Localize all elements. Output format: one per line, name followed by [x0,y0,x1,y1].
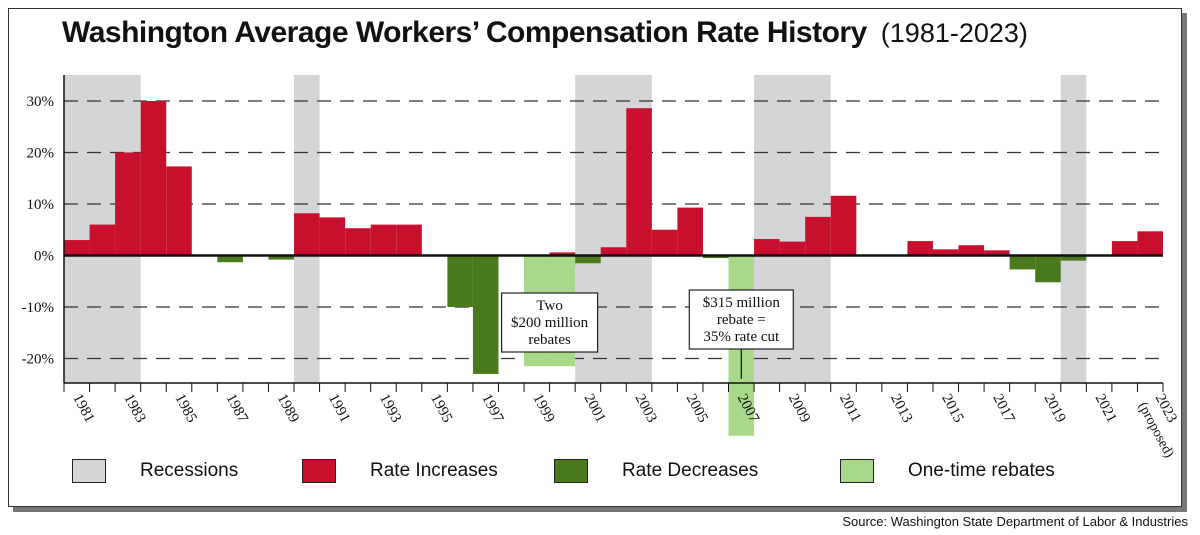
y-tick-labels: 30% 20% 10% 0% -10% -20% [22,94,55,368]
bar-rate-increases-1992 [345,228,371,256]
source-note: Source: Washington State Department of L… [842,514,1188,529]
bar-rate-decreases-1987 [217,255,243,263]
legend-label-recession: Recessions [140,460,239,481]
x-tick-label-2011: 2011 [836,391,864,425]
annotation-rebate-2007-line: 35% rate cut [703,329,780,345]
bar-rate-increases-1985 [166,166,192,256]
y-tick-label--10: -10% [22,300,55,316]
x-tick-label-1991: 1991 [325,391,353,425]
legend-item-recession: Recessions [72,456,238,486]
bar-rate-increases-1984 [140,101,167,256]
x-tick-label-2015: 2015 [938,391,966,425]
bar-rate-increases-2015 [932,249,959,256]
legend-label-decrease: Rate Decreases [622,460,759,481]
bar-rate-increases-2022 [1111,241,1138,256]
legend-swatch-increase [302,459,336,483]
bar-rate-increases-1990 [294,213,320,256]
x-tick-label-1981: 1981 [69,391,97,425]
x-tick-label-1999: 1999 [529,391,557,425]
x-tick-label-2009: 2009 [785,391,813,425]
bar-rate-increases-2010 [805,216,831,256]
legend-item-decrease: Rate Decreases [554,456,758,486]
bar-rate-increases-2017 [984,250,1010,256]
axes [63,75,1164,392]
annotation-rebates-1999-box [501,292,599,353]
bar-rate-increases-1982 [89,224,116,256]
recession-band-2020 [1060,75,1087,383]
bar-rate-increases-1993 [370,224,397,256]
bar-rate-decreases-1989 [268,255,295,260]
x-tick-label-2013: 2013 [887,391,915,425]
bar-rate-increases-2003 [626,108,652,256]
y-tick-label-20: 20% [27,146,55,162]
bar-rate-decreases-2001 [575,255,601,264]
bar-rate-decreases-2006 [702,255,729,259]
bar-rate-increases-2000 [549,252,576,256]
bar-rate-decreases-1997 [472,255,499,374]
annotation-rebates-1999-line: $200 million [511,315,589,331]
annotation-rebate-2007-box [688,289,794,350]
x-tick-label-1997: 1997 [478,391,506,425]
x-tick-label-2019: 2019 [1040,391,1068,425]
x-tick-label-2005: 2005 [683,391,711,425]
bar-rate-increases-2008 [754,239,780,256]
y-tick-label-0: 0% [34,249,54,265]
y-tick-label--20: -20% [22,352,55,368]
bar-rate-decreases-2020 [1060,255,1087,261]
chart-title-wrap: Washington Average Workers’ Compensation… [62,16,1028,56]
chart-title: Washington Average Workers’ Compensation… [62,16,867,49]
bar-rate-decreases-1996 [447,255,473,307]
bar-rate-increases-1983 [115,152,141,256]
legend-item-increase: Rate Increases [302,456,498,486]
x-tick-labels: 1981 1983 1985 1987 1989 1991 1993 1995 1997 1999… [69,391,1180,460]
x-tick-label-1995: 1995 [427,391,455,425]
bar-rate-increases-2002 [600,247,627,256]
x-tick-label-1989: 1989 [274,391,302,425]
bar-rate-decreases-2019 [1035,255,1061,283]
x-tick-label-2003: 2003 [632,391,660,425]
annotation-rebates-1999-line: rebates [528,332,571,348]
bar-rate-decreases-2018 [1009,255,1036,270]
annotation-rebate-2007-line: rebate = [717,312,766,328]
x-tick-label-2021: 2021 [1092,391,1120,425]
legend-swatch-recession [72,459,106,483]
bar-rate-increases-2016 [958,245,985,256]
bar-rate-increases-1991 [319,217,346,256]
bar-rate-increases-2005 [677,207,703,256]
annotation-rebate-2007-line: $315 million [703,295,781,311]
bar-rate-increases-2023 [1137,231,1163,256]
annotation-rebates-1999-line: Two [536,298,562,314]
y-tick-label-10: 10% [27,197,55,213]
y-tick-label-30: 30% [27,94,55,110]
bar-rate-increases-1981 [64,240,90,256]
x-tick-label-1987: 1987 [223,391,251,425]
legend-label-rebate: One-time rebates [908,460,1055,481]
chart-title-years: (1981-2023) [880,18,1028,48]
bar-rate-increases-2009 [779,241,806,256]
chart-plot: 30% 20% 10% 0% -10% -20% 1981 1983 1985 1987 1989… [22,75,1180,460]
x-tick-label-1993: 1993 [376,391,404,425]
bar-rate-increases-1994 [396,224,422,256]
legend-label-increase: Rate Increases [370,460,498,481]
legend-swatch-rebate [840,459,874,483]
bar-rate-increases-2011 [830,195,857,256]
legend-item-rebate: One-time rebates [840,456,1055,486]
x-tick-label-2001: 2001 [580,391,608,425]
bar-rate-increases-2004 [651,229,678,256]
legend: Recessions Rate Increases Rate Decreases On… [72,456,1172,486]
x-tick-label-1983: 1983 [120,391,148,425]
x-tick-label-1985: 1985 [171,391,199,425]
legend-swatch-decrease [554,459,588,483]
bar-rate-increases-2014 [907,241,933,256]
x-tick-label-2017: 2017 [989,391,1017,425]
bars [64,101,1163,436]
